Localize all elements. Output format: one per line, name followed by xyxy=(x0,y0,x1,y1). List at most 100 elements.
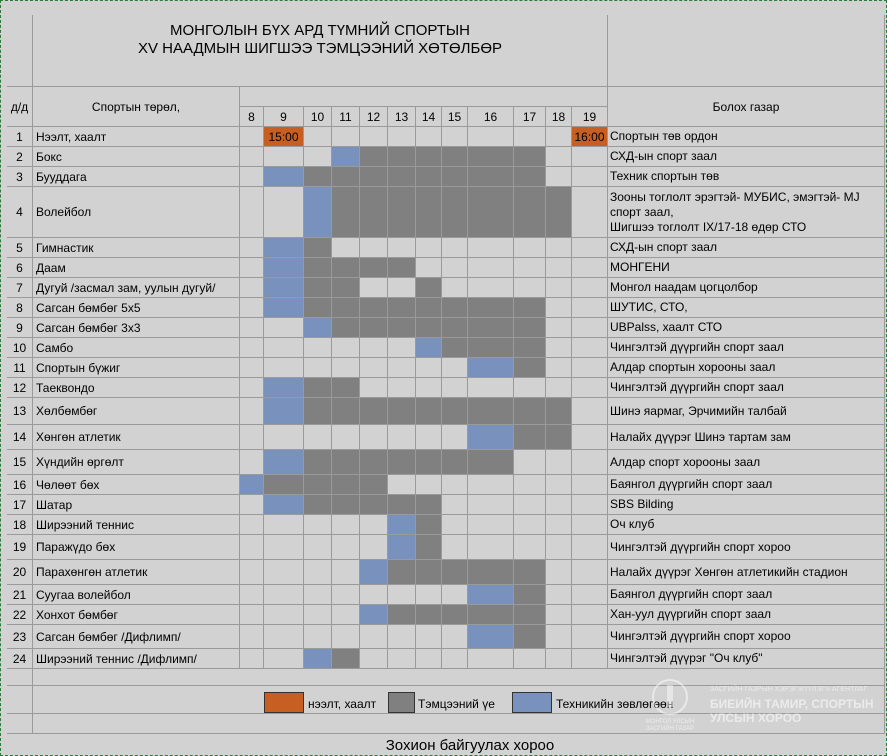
empty-cell xyxy=(240,649,264,669)
technical-meeting-cell xyxy=(332,147,360,167)
empty-cell xyxy=(572,560,608,585)
technical-meeting-cell xyxy=(360,560,388,585)
blank-row-body xyxy=(33,686,885,714)
competition-cell xyxy=(468,605,514,625)
empty-cell xyxy=(332,515,360,535)
header-day-11: 11 xyxy=(332,107,360,127)
empty-cell xyxy=(416,238,442,258)
empty-cell xyxy=(304,605,332,625)
venue-name: ШУТИС, СТО, xyxy=(608,298,885,318)
empty-cell xyxy=(240,495,264,515)
empty-cell xyxy=(360,238,388,258)
empty-cell xyxy=(332,425,360,450)
competition-cell xyxy=(304,258,332,278)
venue-name: Техник спортын төв xyxy=(608,167,885,187)
competition-cell xyxy=(388,258,416,278)
competition-cell xyxy=(514,425,546,450)
sport-name: Сагсан бөмбөг 5х5 xyxy=(33,298,240,318)
competition-cell xyxy=(388,147,416,167)
empty-cell xyxy=(332,338,360,358)
header-day-15: 15 xyxy=(442,107,468,127)
header-day-span xyxy=(240,87,608,107)
competition-cell xyxy=(388,167,416,187)
empty-cell xyxy=(572,585,608,605)
empty-cell xyxy=(360,378,388,398)
empty-cell xyxy=(442,495,468,515)
competition-cell xyxy=(416,515,442,535)
venue-name: Зооны тоглолт эрэгтэй- МУБИС, эмэгтэй- M… xyxy=(608,187,885,238)
empty-cell xyxy=(572,649,608,669)
empty-cell xyxy=(240,535,264,560)
empty-cell xyxy=(416,625,442,649)
empty-cell xyxy=(546,605,572,625)
empty-cell xyxy=(416,585,442,605)
competition-cell xyxy=(304,398,332,425)
competition-cell xyxy=(514,358,546,378)
competition-cell xyxy=(332,167,360,187)
empty-cell xyxy=(572,318,608,338)
government-emblem-icon: МОНГОЛ УЛСЫН ЗАСГИЙН ГАЗАР xyxy=(640,675,700,745)
empty-cell xyxy=(264,625,304,649)
competition-cell xyxy=(388,298,416,318)
competition-cell xyxy=(264,475,304,495)
empty-cell xyxy=(360,649,388,669)
empty-cell xyxy=(264,425,304,450)
organization-subtitle: ЗАСГИЙН ГАЗРЫН ХЭРЭГЖҮҮЛЭГЧ АГЕНТЛАГ xyxy=(710,686,868,693)
competition-cell xyxy=(388,398,416,425)
empty-cell xyxy=(442,535,468,560)
footer-organizer: Зохион байгуулах хороо xyxy=(385,737,555,754)
empty-cell xyxy=(442,258,468,278)
empty-cell xyxy=(388,625,416,649)
header-num: д/д xyxy=(7,87,33,127)
empty-cell xyxy=(240,238,264,258)
technical-meeting-cell xyxy=(264,495,304,515)
row-number: 11 xyxy=(7,358,33,378)
empty-cell xyxy=(360,625,388,649)
competition-cell xyxy=(416,560,442,585)
empty-cell xyxy=(514,649,546,669)
empty-cell xyxy=(416,475,442,495)
legend-label-opening: нээлт, хаалт xyxy=(308,697,377,711)
sport-name: Хөлбөмбөг xyxy=(33,398,240,425)
row-number: 2 xyxy=(7,147,33,167)
sport-name: Парахөнгөн атлетик xyxy=(33,560,240,585)
empty-cell xyxy=(264,358,304,378)
competition-cell xyxy=(360,187,388,238)
competition-cell xyxy=(388,560,416,585)
blank-row-num xyxy=(7,714,33,734)
legend-label-competition: Тэмцээний үе xyxy=(418,697,495,711)
empty-cell xyxy=(360,278,388,298)
venue-name: Шинэ яармаг, Эрчимийн талбай xyxy=(608,398,885,425)
empty-cell xyxy=(572,515,608,535)
competition-cell xyxy=(514,605,546,625)
empty-cell xyxy=(572,625,608,649)
competition-cell xyxy=(388,187,416,238)
header-day-19: 19 xyxy=(572,107,608,127)
empty-cell xyxy=(240,278,264,298)
empty-cell xyxy=(468,238,514,258)
competition-cell xyxy=(416,495,442,515)
empty-cell xyxy=(360,338,388,358)
empty-cell xyxy=(514,535,546,560)
sport-name: Бокс xyxy=(33,147,240,167)
competition-cell xyxy=(442,338,468,358)
empty-cell xyxy=(546,258,572,278)
header-day-8: 8 xyxy=(240,107,264,127)
competition-cell xyxy=(388,450,416,475)
empty-cell xyxy=(264,535,304,560)
competition-cell xyxy=(332,495,360,515)
empty-cell xyxy=(468,535,514,560)
competition-cell xyxy=(304,298,332,318)
empty-cell xyxy=(546,338,572,358)
empty-cell xyxy=(514,258,546,278)
sport-name: Волейбол xyxy=(33,187,240,238)
row-number: 7 xyxy=(7,278,33,298)
competition-cell xyxy=(468,187,514,238)
technical-meeting-cell xyxy=(360,605,388,625)
row-number: 21 xyxy=(7,585,33,605)
empty-cell xyxy=(304,358,332,378)
empty-cell xyxy=(240,560,264,585)
header-day-17: 17 xyxy=(514,107,546,127)
technical-meeting-cell xyxy=(468,585,514,605)
header-day-18: 18 xyxy=(546,107,572,127)
